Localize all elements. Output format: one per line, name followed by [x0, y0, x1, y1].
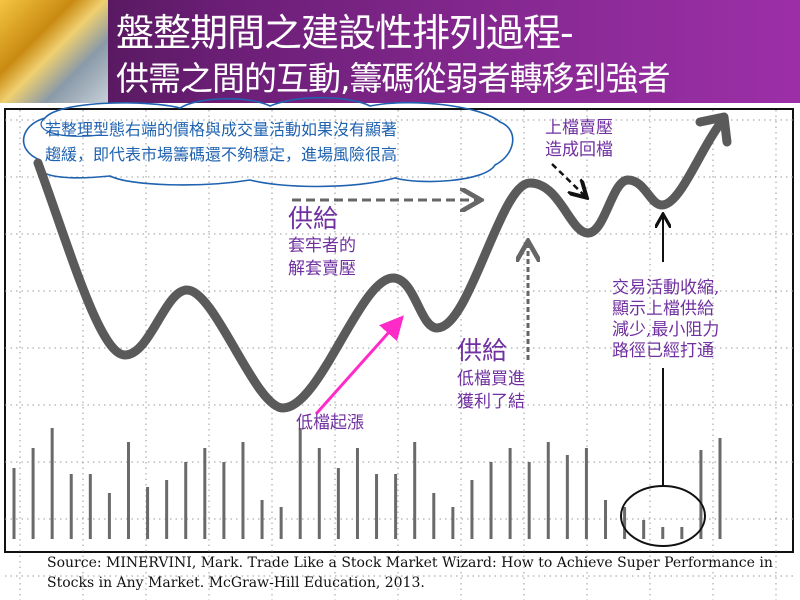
volume-bar	[203, 448, 207, 539]
volume-contraction-circle	[620, 485, 706, 547]
slide-header: 盤整期間之建設性排列過程- 供需之間的互動,籌碼從弱者轉移到強者	[0, 0, 800, 103]
volume-bar	[355, 448, 359, 539]
volume-bar	[31, 448, 35, 539]
volume-bar	[451, 507, 455, 539]
volume-bar	[661, 527, 665, 539]
supply-heading-1: 供給	[288, 204, 339, 233]
volume-bar	[146, 487, 150, 539]
volume-bar	[12, 468, 16, 539]
contraction-note-line-3: 減少,最小阻力	[612, 320, 720, 340]
volume-bar	[642, 520, 646, 539]
volume-bar	[336, 468, 340, 539]
supply-1-line-2: 解套賣壓	[288, 259, 356, 279]
volume-bar	[699, 450, 703, 539]
slide-title: 盤整期間之建設性排列過程-	[116, 11, 574, 55]
volume-bar	[241, 442, 245, 539]
diagram-frame	[4, 108, 794, 553]
volume-bar	[69, 474, 73, 539]
volume-bar	[489, 462, 493, 539]
volume-bar	[298, 428, 302, 539]
volume-bar	[413, 442, 417, 539]
volume-bar	[623, 507, 627, 539]
volume-bar	[107, 493, 111, 539]
volume-bar	[88, 474, 92, 539]
contraction-note-line-2: 顯示上檔供給	[612, 299, 714, 319]
volume-bar	[375, 474, 379, 539]
price-line	[33, 119, 725, 413]
volume-bar	[718, 438, 722, 539]
cloud-callout	[22, 96, 514, 188]
cloud-note-line-2: 趨緩，即代表市場籌碼還不夠穩定，進場風險很高	[45, 145, 398, 164]
volume-bar	[126, 442, 130, 539]
volume-bars	[12, 428, 722, 539]
upper-pressure-line-1: 上檔賣壓	[545, 118, 613, 138]
contraction-note-line-4: 路徑已經打通	[612, 341, 714, 361]
volume-bar	[546, 442, 550, 539]
contraction-note-line-1: 交易活動收縮,	[612, 278, 720, 298]
volume-bar	[165, 480, 169, 539]
pullback-dashed-arrow	[551, 163, 585, 196]
volume-bar	[508, 448, 512, 539]
volume-bar	[260, 500, 264, 539]
volume-bar	[317, 448, 321, 539]
volume-bar	[184, 462, 188, 539]
cloud-inner-curve	[40, 117, 101, 137]
low-rise-arrow	[314, 315, 404, 415]
volume-bar	[432, 493, 436, 539]
low-rise-label: 低檔起漲	[296, 413, 364, 433]
gold-money-image	[0, 0, 108, 103]
upper-pressure-line-2: 造成回檔	[545, 140, 613, 160]
volume-bar	[565, 455, 569, 539]
price-arrowhead-icon	[695, 112, 732, 147]
volume-bar	[527, 462, 531, 539]
supply-1-line-1: 套牢者的	[288, 236, 356, 256]
volume-bar	[584, 448, 588, 539]
volume-bar	[394, 474, 398, 539]
supply-heading-2: 供給	[457, 336, 508, 365]
volume-bar	[470, 480, 474, 539]
volume-bar	[50, 428, 54, 539]
volume-bar	[604, 500, 608, 539]
supply-2-line-1: 低檔買進	[457, 369, 525, 389]
volume-bar	[279, 507, 283, 539]
source-citation: Source: MINERVINI, Mark. Trade Like a St…	[47, 555, 773, 591]
cloud-note-line-1: 若整理型態右端的價格與成交量活動如果沒有顯著	[45, 120, 398, 139]
slide-subtitle: 供需之間的互動,籌碼從弱者轉移到強者	[116, 59, 670, 98]
supply-2-line-2: 獲利了結	[457, 392, 525, 412]
volume-bar	[222, 462, 226, 539]
volume-bar	[680, 527, 684, 539]
